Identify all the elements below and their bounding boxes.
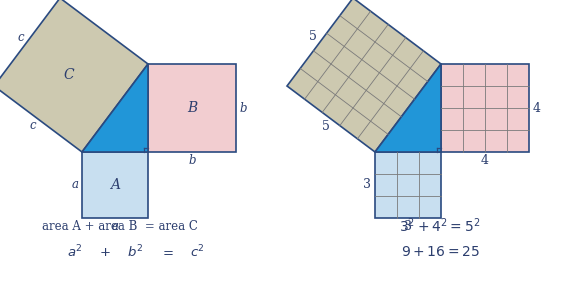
- Text: A: A: [110, 178, 120, 192]
- Text: $+$: $+$: [99, 246, 111, 258]
- Text: area A + area B  = area C: area A + area B = area C: [42, 220, 198, 232]
- Polygon shape: [375, 152, 441, 218]
- Text: B: B: [187, 101, 197, 115]
- Text: 5: 5: [309, 30, 317, 43]
- Text: C: C: [64, 68, 74, 82]
- Polygon shape: [287, 0, 441, 152]
- Text: $9 + 16 = 25$: $9 + 16 = 25$: [401, 245, 479, 259]
- Text: c: c: [30, 119, 36, 132]
- Text: b: b: [239, 102, 247, 114]
- Text: 3: 3: [363, 178, 371, 192]
- Text: b: b: [188, 154, 196, 168]
- Polygon shape: [82, 152, 148, 218]
- Text: 4: 4: [481, 154, 489, 168]
- Text: a: a: [71, 178, 79, 192]
- Text: a: a: [111, 220, 118, 234]
- Polygon shape: [148, 64, 236, 152]
- Text: $b^2$: $b^2$: [127, 244, 143, 260]
- Text: $=$: $=$: [160, 246, 174, 258]
- Text: $a^2$: $a^2$: [67, 244, 83, 260]
- Text: 5: 5: [322, 120, 329, 133]
- Polygon shape: [441, 64, 529, 152]
- Text: $c^2$: $c^2$: [190, 244, 205, 260]
- Text: c: c: [18, 31, 24, 44]
- Polygon shape: [82, 64, 148, 152]
- Polygon shape: [375, 64, 441, 152]
- Polygon shape: [0, 0, 148, 152]
- Text: 4: 4: [533, 102, 541, 114]
- Text: 3: 3: [404, 220, 412, 234]
- Text: $3^2 + 4^2 = 5^2$: $3^2 + 4^2 = 5^2$: [399, 217, 481, 235]
